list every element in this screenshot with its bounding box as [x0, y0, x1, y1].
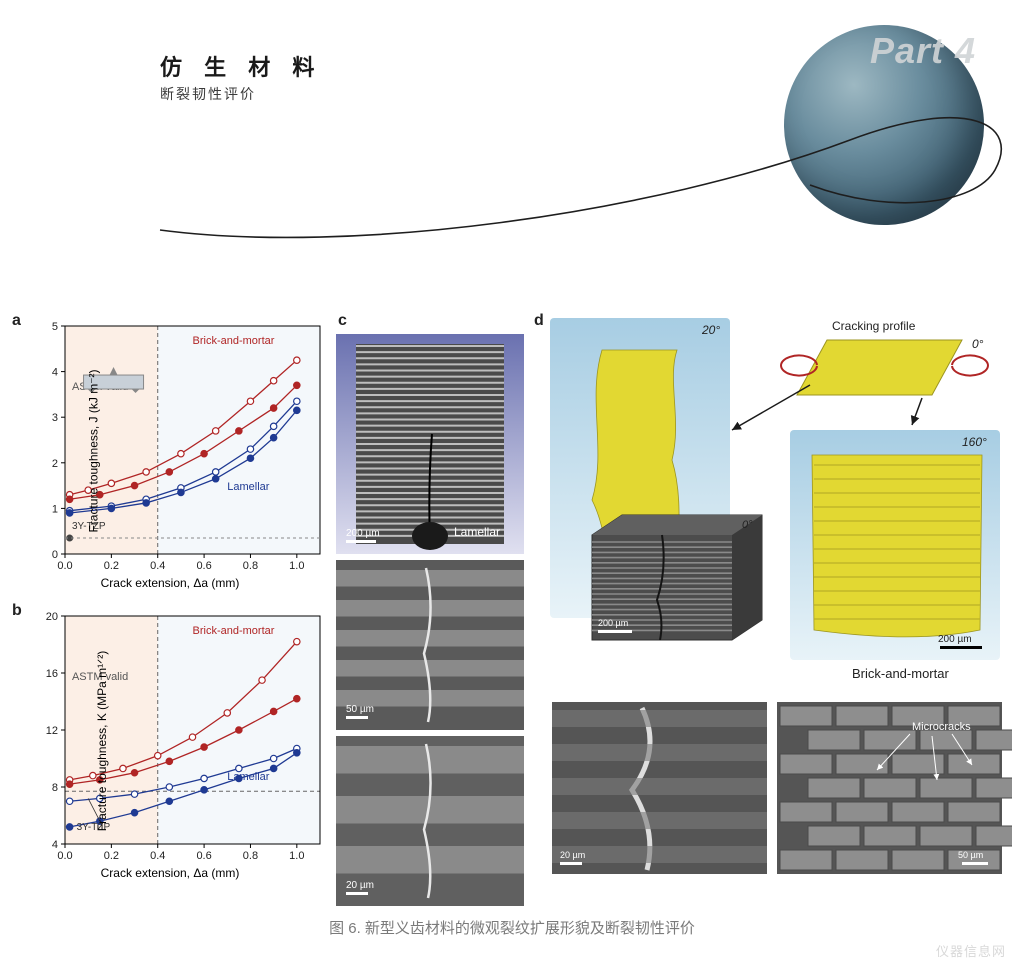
sem-image-c2: 50 µm — [336, 560, 524, 730]
svg-text:Lamellar: Lamellar — [227, 481, 270, 493]
chart-b: b 0.00.20.40.60.81.048121620ASTM validBr… — [10, 600, 330, 882]
watermark: 仪器信息网 — [936, 941, 1006, 960]
svg-text:20 µm: 20 µm — [560, 850, 585, 860]
svg-text:200 µm: 200 µm — [598, 618, 628, 628]
svg-text:Lamellar: Lamellar — [227, 771, 270, 783]
svg-text:0.0: 0.0 — [57, 560, 72, 572]
charts-column: a 0.00.20.40.60.81.0012345ASTM validBric… — [10, 310, 330, 912]
svg-text:0.2: 0.2 — [104, 850, 119, 862]
panel-letter-d: d — [534, 312, 544, 330]
svg-text:50 µm: 50 µm — [346, 704, 374, 715]
panel-d-svg: 20° 200 µm Cracking profile 0° 160° 200 µm Bri… — [532, 310, 1012, 882]
part-label: Part 4 — [870, 30, 976, 72]
chart-a-svg: 0.00.20.40.60.81.0012345ASTM validBrick-… — [10, 310, 330, 592]
sem-image-c3: 20 µm — [336, 736, 524, 906]
svg-text:160°: 160° — [962, 435, 987, 449]
swoosh-line — [150, 100, 1024, 280]
svg-text:Cracking profile: Cracking profile — [832, 319, 916, 333]
figure-caption: 图 6. 新型义齿材料的微观裂纹扩展形貌及断裂韧性评价 — [0, 917, 1024, 938]
svg-text:0.6: 0.6 — [196, 560, 211, 572]
svg-text:Brick-and-mortar: Brick-and-mortar — [193, 335, 275, 347]
svg-text:0.8: 0.8 — [243, 850, 258, 862]
svg-text:16: 16 — [46, 668, 58, 680]
svg-text:3: 3 — [52, 412, 58, 424]
svg-text:1: 1 — [52, 503, 58, 515]
svg-text:Lamellar: Lamellar — [454, 525, 500, 539]
svg-text:4: 4 — [52, 839, 58, 851]
svg-text:Brick-and-mortar: Brick-and-mortar — [193, 625, 275, 637]
svg-text:0.4: 0.4 — [150, 560, 165, 572]
svg-text:0.0: 0.0 — [57, 850, 72, 862]
svg-text:0: 0 — [52, 549, 58, 561]
svg-text:20: 20 — [46, 611, 58, 623]
svg-text:5: 5 — [52, 321, 58, 333]
svg-text:200 µm: 200 µm — [346, 528, 380, 539]
svg-text:20 µm: 20 µm — [346, 880, 374, 891]
svg-text:50 µm: 50 µm — [958, 850, 983, 860]
chart-b-svg: 0.00.20.40.60.81.048121620ASTM validBric… — [10, 600, 330, 882]
chart-a-ylabel: Fracture toughness, J (kJ m⁻²) — [87, 369, 101, 532]
chart-a: a 0.00.20.40.60.81.0012345ASTM validBric… — [10, 310, 330, 592]
panel-letter-b: b — [12, 602, 22, 620]
chart-b-ylabel: Fracture toughness, K (MPa m¹ᐟ²) — [95, 651, 109, 831]
panel-c: c Lamellar 200 µm 50 µm 20 µm — [336, 310, 526, 912]
svg-text:2: 2 — [52, 458, 58, 470]
svg-text:0°: 0° — [742, 519, 753, 531]
svg-text:4: 4 — [52, 367, 58, 379]
svg-text:1.0: 1.0 — [289, 560, 304, 572]
svg-text:0.6: 0.6 — [196, 850, 211, 862]
svg-text:0.2: 0.2 — [104, 560, 119, 572]
page-title: 仿 生 材 料 — [160, 50, 322, 82]
chart-b-xlabel: Crack extension, Δa (mm) — [101, 866, 240, 880]
svg-text:0.8: 0.8 — [243, 560, 258, 572]
panel-d: d 20° 200 µm Cracking profile 0° 160° 200 µm B… — [532, 310, 1012, 912]
svg-text:1.0: 1.0 — [289, 850, 304, 862]
panel-letter-a: a — [12, 312, 21, 330]
panel-letter-c: c — [338, 312, 528, 330]
svg-text:20°: 20° — [701, 323, 720, 337]
svg-text:0°: 0° — [972, 337, 984, 351]
svg-text:0.4: 0.4 — [150, 850, 165, 862]
chart-a-xlabel: Crack extension, Δa (mm) — [101, 576, 240, 590]
svg-text:Brick-and-mortar: Brick-and-mortar — [852, 666, 949, 681]
sem-image-c1: Lamellar 200 µm — [336, 334, 524, 554]
svg-text:Microcracks: Microcracks — [912, 721, 971, 733]
svg-text:12: 12 — [46, 725, 58, 737]
svg-text:200 µm: 200 µm — [938, 634, 972, 645]
page-header: 仿 生 材 料 断裂韧性评价 — [160, 50, 322, 104]
svg-text:8: 8 — [52, 782, 58, 794]
figure-6: a 0.00.20.40.60.81.0012345ASTM validBric… — [10, 310, 1014, 900]
